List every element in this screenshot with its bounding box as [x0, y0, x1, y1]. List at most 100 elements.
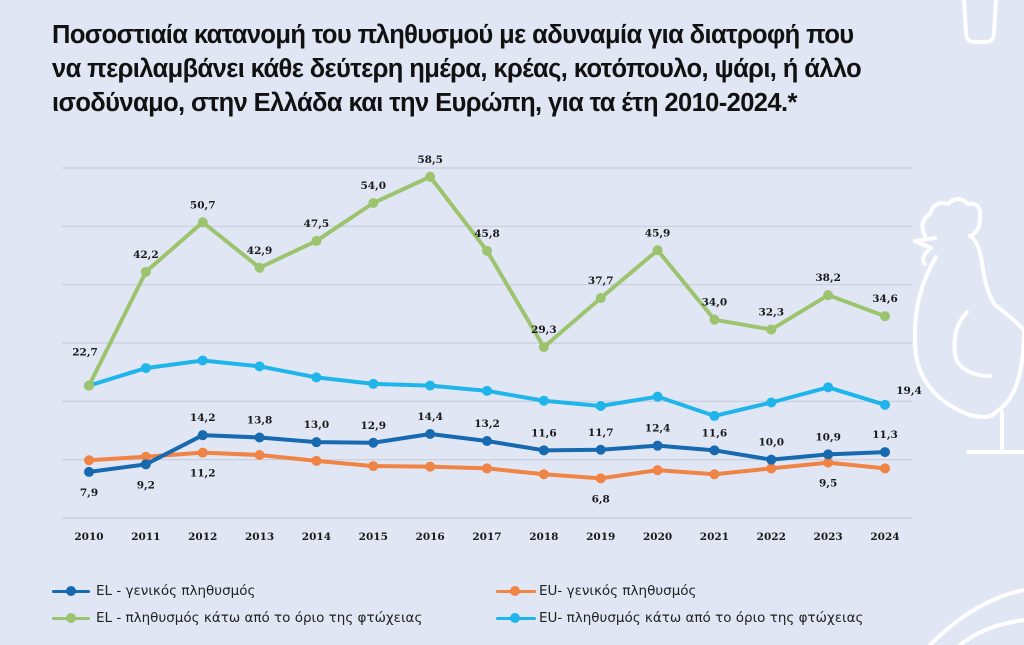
data-point[interactable] — [140, 451, 151, 462]
legend-item-el-poverty[interactable]: EL - πληθυσμός κάτω από το όριο της φτώχ… — [52, 610, 422, 626]
data-point[interactable] — [140, 363, 151, 374]
data-point[interactable] — [538, 395, 549, 406]
data-point[interactable] — [709, 314, 720, 325]
data-label: 54,0 — [360, 180, 386, 192]
data-point[interactable] — [652, 440, 663, 451]
data-label: 11,6 — [531, 427, 557, 439]
data-point[interactable] — [197, 430, 208, 441]
data-point[interactable] — [368, 437, 379, 448]
data-label: 34,0 — [702, 297, 728, 309]
data-point[interactable] — [254, 432, 265, 443]
x-tick-label: 2020 — [643, 531, 672, 543]
data-point[interactable] — [425, 429, 436, 439]
data-point[interactable] — [595, 401, 606, 411]
data-point[interactable] — [595, 293, 606, 304]
data-point[interactable] — [425, 461, 436, 472]
series-el-general — [84, 429, 890, 477]
x-tick-label: 2021 — [700, 531, 729, 543]
series-group — [84, 171, 890, 484]
title-line: Ποσοστιαία κατανομή του πληθυσμού με αδυ… — [52, 21, 854, 49]
data-point[interactable] — [880, 463, 890, 474]
data-point[interactable] — [880, 447, 890, 458]
data-label: 22,7 — [72, 347, 98, 359]
legend-label: EL - γενικός πληθυσμός — [96, 583, 256, 599]
x-tick-label: 2019 — [586, 531, 615, 543]
data-label: 10,0 — [758, 437, 784, 449]
data-labels: 11,2 6,8 9,5 7,9 9,2 14,2 13,8 13,0 12,9 14,4 13,2… — [72, 154, 922, 506]
data-label: 11,2 — [190, 468, 216, 480]
data-point[interactable] — [368, 198, 379, 208]
data-point[interactable] — [709, 410, 720, 421]
data-point[interactable] — [140, 266, 151, 277]
data-label: 13,2 — [474, 418, 500, 430]
data-point[interactable] — [84, 380, 94, 391]
data-point[interactable] — [311, 372, 322, 383]
data-point[interactable] — [823, 449, 834, 460]
data-point[interactable] — [766, 463, 777, 474]
legend-swatch — [496, 586, 536, 596]
x-tick-label: 2011 — [131, 531, 160, 543]
data-point[interactable] — [254, 450, 265, 460]
x-tick-label: 2022 — [757, 531, 786, 543]
data-point[interactable] — [652, 245, 663, 256]
data-point[interactable] — [197, 217, 208, 228]
data-point[interactable] — [425, 171, 436, 182]
data-point[interactable] — [538, 445, 549, 456]
data-label: 45,9 — [645, 227, 671, 239]
series-eu-general — [84, 447, 890, 484]
chart-title: Ποσοστιαία κατανομή του πληθυσμού με αδυ… — [52, 18, 932, 120]
title-line: ισοδύναμο, στην Ελλάδα και την Ευρώπη, γ… — [52, 89, 797, 117]
data-point[interactable] — [823, 457, 834, 468]
data-point[interactable] — [595, 444, 606, 455]
data-label: 11,6 — [702, 427, 728, 439]
data-point[interactable] — [84, 466, 94, 477]
data-point[interactable] — [709, 469, 720, 480]
data-label: 29,3 — [531, 324, 557, 336]
data-point[interactable] — [880, 311, 890, 322]
legend-item-el-general[interactable]: EL - γενικός πληθυσμός — [52, 583, 255, 599]
legend-item-eu-general[interactable]: EU- γενικός πληθυσμός — [496, 583, 696, 599]
data-label: 9,5 — [819, 478, 837, 490]
data-point[interactable] — [140, 459, 151, 470]
data-point[interactable] — [482, 463, 492, 474]
data-point[interactable] — [538, 469, 549, 480]
data-point[interactable] — [482, 245, 492, 256]
data-label: 11,3 — [872, 429, 898, 441]
data-label: 14,4 — [417, 411, 443, 423]
data-point[interactable] — [823, 290, 834, 301]
data-point[interactable] — [254, 262, 265, 273]
x-tick-label: 2024 — [870, 531, 899, 543]
data-point[interactable] — [766, 324, 777, 335]
data-point[interactable] — [709, 445, 720, 456]
data-label: 32,3 — [758, 307, 784, 319]
data-point[interactable] — [368, 378, 379, 389]
data-point[interactable] — [766, 397, 777, 408]
data-point[interactable] — [823, 382, 834, 393]
data-point[interactable] — [311, 455, 322, 466]
data-point[interactable] — [254, 361, 265, 372]
data-point[interactable] — [482, 385, 492, 396]
data-point[interactable] — [84, 455, 94, 466]
x-tick-label: 2015 — [359, 531, 388, 543]
data-point[interactable] — [311, 235, 322, 246]
data-point[interactable] — [197, 447, 208, 458]
legend-dot-icon — [66, 586, 76, 596]
data-point[interactable] — [538, 342, 549, 353]
x-tick-label: 2014 — [302, 531, 331, 543]
x-tick-label: 2012 — [188, 531, 217, 543]
data-point[interactable] — [197, 355, 208, 366]
data-point[interactable] — [482, 436, 492, 446]
data-label: 47,5 — [304, 218, 330, 230]
data-label: 12,9 — [360, 420, 386, 432]
legend-label: EU- γενικός πληθυσμός — [539, 583, 697, 599]
data-point[interactable] — [766, 454, 777, 465]
data-point[interactable] — [425, 380, 436, 391]
data-point[interactable] — [652, 465, 663, 476]
legend-item-eu-poverty[interactable]: EU- πληθυσμός κάτω από το όριο της φτώχε… — [496, 610, 863, 626]
data-point[interactable] — [311, 437, 322, 448]
data-point[interactable] — [652, 391, 663, 402]
data-point[interactable] — [368, 461, 379, 472]
data-label: 42,9 — [247, 245, 273, 257]
data-point[interactable] — [595, 473, 606, 484]
data-point[interactable] — [880, 399, 890, 410]
